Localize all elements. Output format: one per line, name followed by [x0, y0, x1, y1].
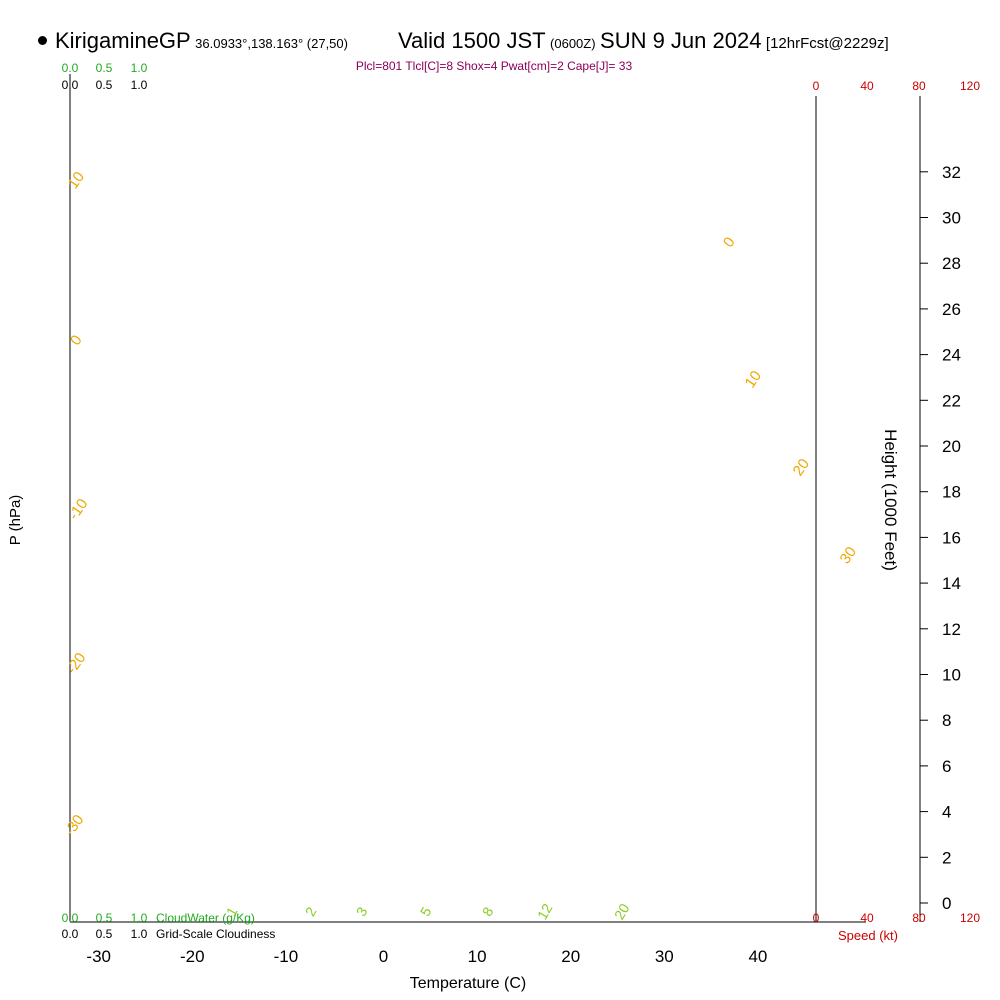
- x-axis-label: Temperature (C): [410, 975, 526, 992]
- speed-tick-bottom: 120: [960, 911, 980, 925]
- x-tick-label: -30: [86, 947, 111, 966]
- x-tick-label: 0: [379, 947, 388, 966]
- x-tick-label: 30: [655, 947, 674, 966]
- mixing-ratio-label: 2: [302, 904, 320, 919]
- cloudiness-tick-top: 0.0: [62, 78, 79, 92]
- speed-tick-bottom: 0: [813, 911, 820, 925]
- x-tick-label: 20: [561, 947, 580, 966]
- mixing-ratio-label: 8: [479, 904, 497, 919]
- station-name: KirigamineGP: [55, 28, 191, 53]
- height-tick-label: 6: [942, 757, 951, 776]
- x-tick-label: 40: [748, 947, 767, 966]
- cloudiness-tick-bottom: 0.5: [96, 927, 113, 941]
- height-tick-label: 30: [942, 209, 961, 228]
- cloudiness-tick-top: 1.0: [131, 78, 148, 92]
- height-tick-label: 2: [942, 848, 951, 867]
- x-tick-label: -10: [274, 947, 299, 966]
- isotherm-label: 0: [720, 234, 739, 251]
- cloud-water-tick-top: 0.0: [62, 61, 79, 75]
- chart-grid: [69, 74, 928, 923]
- height-tick-label: 16: [942, 528, 961, 547]
- isotherm-label: 30: [837, 544, 860, 567]
- station-dot-icon: [38, 36, 47, 46]
- cloudiness-tick-top: 0.5: [96, 78, 113, 92]
- speed-axis-label: Speed (kt): [838, 928, 898, 943]
- speed-tick-bottom: 80: [912, 911, 926, 925]
- cloudiness-tick-bottom: 0.0: [62, 927, 79, 941]
- valid-date: SUN 9 Jun 2024: [600, 28, 762, 53]
- speed-tick-top: 40: [860, 79, 874, 93]
- valid-time: Valid 1500 JST: [398, 28, 546, 53]
- cloud-water-tick-top: 1.0: [131, 61, 148, 75]
- cloud-water-label: CloudWater (g/Kg): [156, 911, 255, 925]
- height-tick-label: 4: [942, 803, 951, 822]
- isotherm-label: -30: [61, 812, 87, 840]
- isotherm-label: 20: [790, 456, 813, 479]
- cloud-water-tick-bottom: 0.5: [96, 911, 113, 925]
- height-tick-label: 20: [942, 437, 961, 456]
- mixing-ratio-label: 3: [353, 904, 371, 919]
- indices-text: Plcl=801 Tlcl[C]=8 Shox=4 Pwat[cm]=2 Cap…: [356, 59, 633, 73]
- height-tick-label: 26: [942, 300, 961, 319]
- forecast-info: [12hrFcst@2229z]: [765, 35, 889, 52]
- y-axis-label: P (hPa): [7, 495, 24, 546]
- chart-header-station: KirigamineGP 36.0933°,138.163° (27,50): [38, 28, 348, 54]
- height-tick-label: 8: [942, 711, 951, 730]
- valid-zulu: (0600Z): [550, 36, 596, 51]
- height-tick-label: 28: [942, 254, 961, 273]
- isotherm-label: 10: [742, 368, 765, 391]
- cloudiness-tick-bottom: 1.0: [131, 927, 148, 941]
- cloud-water-tick-bottom: 1.0: [131, 911, 148, 925]
- cloud-water-tick-bottom: 0.0: [62, 911, 79, 925]
- height-tick-label: 32: [942, 163, 961, 182]
- height-tick-label: 0: [942, 894, 951, 913]
- speed-tick-bottom: 40: [860, 911, 874, 925]
- isotherm-label: -20: [63, 650, 89, 678]
- mixing-ratio-label: 20: [611, 901, 633, 923]
- x-tick-label: 10: [468, 947, 487, 966]
- station-coords: 36.0933°,138.163° (27,50): [195, 36, 348, 51]
- height-tick-label: 22: [942, 391, 961, 410]
- x-tick-label: -20: [180, 947, 205, 966]
- height-tick-label: 10: [942, 666, 961, 685]
- chart-header-valid: Valid 1500 JST (0600Z) SUN 9 Jun 2024 [1…: [398, 28, 889, 54]
- height-tick-label: 12: [942, 620, 961, 639]
- height-tick-label: 18: [942, 483, 961, 502]
- height-tick-label: 24: [942, 346, 961, 365]
- mixing-ratio-label: 12: [534, 901, 556, 923]
- speed-tick-top: 120: [960, 79, 980, 93]
- height-tick-label: 14: [942, 574, 961, 593]
- isotherm-label: 10: [65, 169, 88, 192]
- height-axis-label: Height (1000 Feet): [881, 429, 900, 571]
- cloudiness-label: Grid-Scale Cloudiness: [156, 927, 275, 941]
- cloud-water-tick-top: 0.5: [96, 61, 113, 75]
- mixing-ratio-label: 5: [417, 904, 435, 919]
- speed-tick-top: 80: [912, 79, 926, 93]
- isotherm-label: -10: [65, 496, 91, 524]
- speed-tick-top: 0: [813, 79, 820, 93]
